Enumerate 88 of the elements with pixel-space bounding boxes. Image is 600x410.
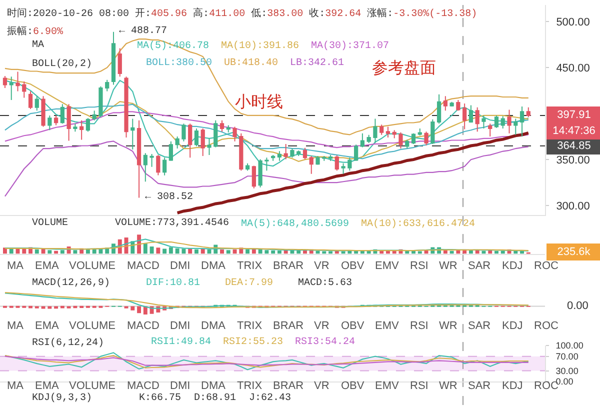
text: RSI (410, 320, 428, 332)
text: ROC (534, 260, 558, 272)
text: DMA (201, 320, 226, 332)
text: DMA (201, 260, 226, 272)
text: EMV (375, 320, 400, 332)
text: OBV (341, 320, 365, 332)
text: DMI (170, 260, 190, 272)
text: KDJ (502, 320, 523, 332)
text: 14:47:36 (552, 125, 596, 137)
text: MACD (127, 260, 160, 272)
text: 235.6k (557, 246, 591, 258)
annotation: 小时线 (235, 93, 283, 111)
annotation: RSI (410, 380, 428, 392)
text: BRAR (273, 260, 304, 272)
series-label: VOLUME:773,391.4546 (115, 218, 230, 229)
annotation: MACD (127, 380, 160, 392)
text: MACD (127, 320, 160, 332)
text: ROC (534, 320, 558, 332)
annotation: EMV (375, 380, 400, 392)
text: VOLUME (69, 320, 116, 332)
series-label: UB:418.40 (224, 58, 278, 69)
annotation: VOLUME (69, 380, 116, 392)
annotation: DMI (170, 380, 190, 392)
text: KDJ (502, 260, 523, 272)
chart-title: MACD(12,26,9) (32, 277, 110, 289)
annotation: BRAR (273, 380, 304, 392)
text: MA(30):371.07 (311, 40, 390, 52)
text: KDJ(9,3,3) (32, 392, 92, 404)
y-tick-label: 350.00 (556, 154, 590, 166)
text: MA (7, 320, 24, 332)
annotation: EMA (35, 380, 60, 392)
text: MA(10):391.86 (221, 40, 300, 52)
y-tick-label: 70.00 (556, 351, 578, 362)
text: EMA (35, 320, 60, 332)
text: VR (314, 320, 330, 332)
text: DMI (170, 320, 190, 332)
y-tick-label: 0.00 (556, 376, 574, 387)
ref-line-label: 397.91 (557, 109, 591, 121)
annotation: VR (314, 380, 330, 392)
text: LB:342.61 (290, 58, 344, 69)
chart-title: RSI(6,12,24) (32, 337, 104, 349)
series-label: MA(5):648,480.5699 (241, 218, 350, 230)
text: EMV (375, 260, 400, 272)
annotation: ← 308.52 (145, 192, 194, 203)
annotation: ← 488.77 (119, 26, 168, 37)
text: D:68.91 (194, 393, 236, 404)
chart-title: 时间:2020-10-26 08:00 开:405.96 高:411.00 低:383.00 收:392.64 涨幅:-3.30%(-13.38) (7, 9, 478, 20)
text: EMA (35, 260, 60, 272)
series-label: DEA:7.99 (225, 278, 274, 289)
annotation: DMA (201, 380, 226, 392)
text: WR (439, 320, 458, 332)
text: TRIX (237, 320, 263, 332)
annotation: MA (7, 380, 24, 392)
y-tick-label: 500.00 (556, 16, 590, 28)
text: K:66.75 (139, 393, 182, 404)
annotation: BOLL(20,2) (32, 58, 92, 70)
text: WR (439, 260, 458, 272)
annotation: MA (32, 40, 44, 51)
text: OBV (341, 260, 365, 272)
series-label: MACD:5.63 (298, 278, 352, 289)
ref-line-label: 364.85 (557, 140, 591, 152)
series-label: MA(10):633,616.4724 (361, 218, 476, 230)
text: J:62.43 (249, 393, 292, 404)
series-label: RSI3:54.24 (295, 337, 356, 348)
series-label: RSI1:49.84 (151, 337, 212, 348)
text: TRIX (237, 260, 263, 272)
text: BRAR (273, 320, 304, 332)
annotation: KDJ (502, 380, 523, 392)
y-tick-label: 30.00 (556, 366, 578, 376)
text: RSI (410, 260, 428, 272)
chart-title: VOLUME (32, 218, 68, 229)
annotation: WR (439, 380, 458, 392)
text: SAR (468, 260, 491, 272)
text: ROC (534, 380, 558, 392)
text: 振幅:6.90% (7, 25, 64, 38)
text: SAR (468, 320, 491, 332)
series-label: DIF:10.81 (146, 278, 200, 289)
annotation: TRIX (237, 380, 263, 392)
annotation: OBV (341, 380, 365, 392)
series-label: RSI2:55.23 (223, 337, 284, 348)
text: VR (314, 260, 330, 272)
annotation: 参考盘面 (372, 59, 436, 77)
y-tick-label: 450.00 (556, 62, 590, 74)
y-tick-label: 300.00 (556, 200, 590, 212)
text: MA (7, 260, 24, 272)
text: VOLUME (69, 260, 116, 272)
y-tick-label: 100.00 (556, 340, 584, 351)
annotation: SAR (468, 380, 491, 392)
